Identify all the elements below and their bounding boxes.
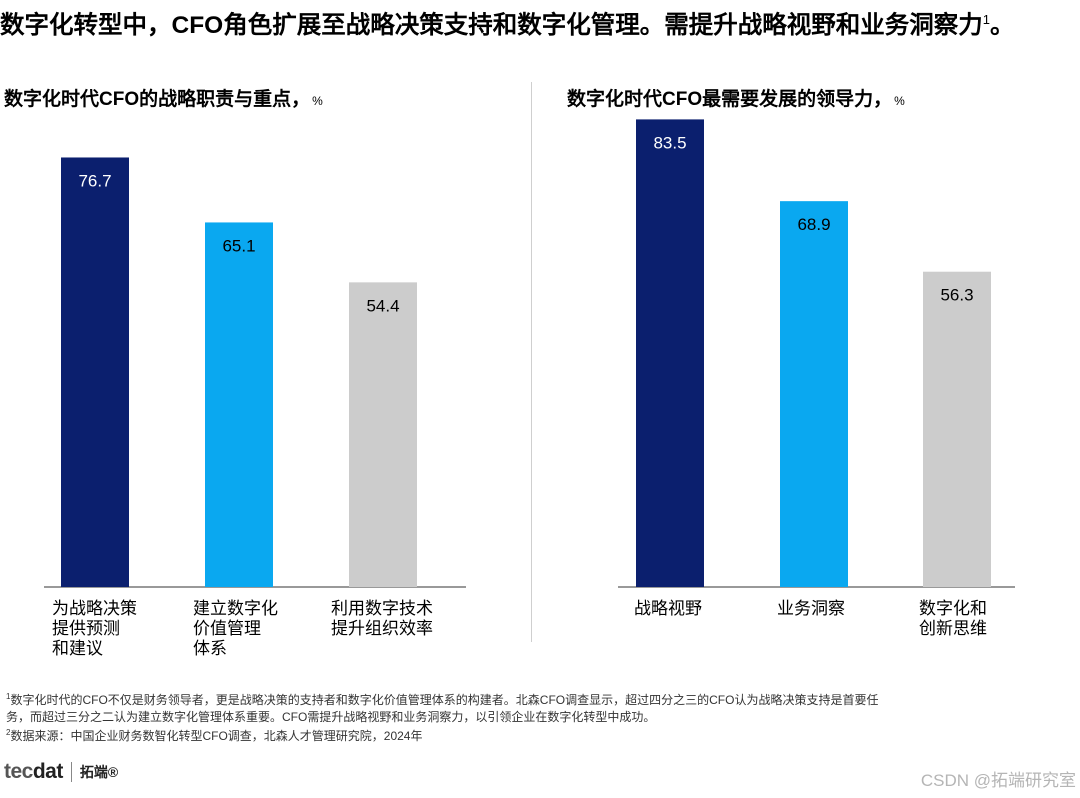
bar-value-label-3: 56.3 xyxy=(940,286,973,305)
bar-value-label-3: 54.4 xyxy=(366,296,399,315)
page-title: 数字化转型中，CFO角色扩展至战略决策支持和数字化管理。需提升战略视野和业务洞察… xyxy=(0,12,1015,40)
category-label-3-line-1: 数字化和 xyxy=(919,599,987,619)
footnote-1-line-2: 务，而超过三分之二认为建立数字化管理体系重要。CFO需提升战略视野和业务洞察力，… xyxy=(6,709,656,724)
watermark: CSDN @拓端研究室 xyxy=(920,771,1076,790)
category-label-2-line-3: 体系 xyxy=(193,639,227,659)
category-label-3-line-1: 利用数字技术 xyxy=(331,599,433,619)
bar-3 xyxy=(923,271,991,587)
logo-separator xyxy=(70,762,72,782)
bar-value-label-1: 83.5 xyxy=(653,133,686,152)
category-label-1-line-1: 战略视野 xyxy=(634,599,702,619)
logo-chinese-name: 拓端® xyxy=(79,764,119,780)
chart-divider xyxy=(531,82,532,642)
tecdat-logo: tecdat 拓端® xyxy=(4,755,118,789)
bar-3 xyxy=(349,282,417,587)
category-label-2-line-1: 业务洞察 xyxy=(777,599,845,619)
category-label-3-line-2: 提升组织效率 xyxy=(331,619,433,639)
bar-value-label-2: 68.9 xyxy=(797,215,830,234)
bar-2 xyxy=(205,222,273,587)
right-chart-title: 数字化时代CFO最需要发展的领导力，% xyxy=(567,89,905,110)
category-label-1-line-2: 提供预测 xyxy=(52,619,120,639)
bar-value-label-1: 76.7 xyxy=(78,171,111,190)
category-label-2-line-1: 建立数字化 xyxy=(193,599,278,619)
logo-mark: tecdat xyxy=(4,760,63,783)
category-label-1-line-3: 和建议 xyxy=(52,639,103,659)
left-chart-title: 数字化时代CFO的战略职责与重点，% xyxy=(4,89,323,110)
footnote-2: 2数据来源：中国企业财务数智化转型CFO调查，北森人才管理研究院，2024年 xyxy=(6,728,423,743)
category-label-1-line-1: 为战略决策 xyxy=(52,599,137,619)
footnote-1-line-1: 1数字化时代的CFO不仅是财务领导者，更是战略决策的支持者和数字化价值管理体系的… xyxy=(6,692,879,707)
bar-value-label-2: 65.1 xyxy=(222,236,255,255)
category-label-2-line-2: 价值管理 xyxy=(193,619,261,639)
bar-1 xyxy=(636,119,704,588)
bar-2 xyxy=(780,201,848,587)
category-label-3-line-2: 创新思维 xyxy=(919,619,987,639)
footnotes: 1数字化时代的CFO不仅是财务领导者，更是战略决策的支持者和数字化价值管理体系的… xyxy=(6,689,1080,745)
bar-1 xyxy=(61,157,129,588)
title-footnote-mark: 1 xyxy=(982,12,990,27)
